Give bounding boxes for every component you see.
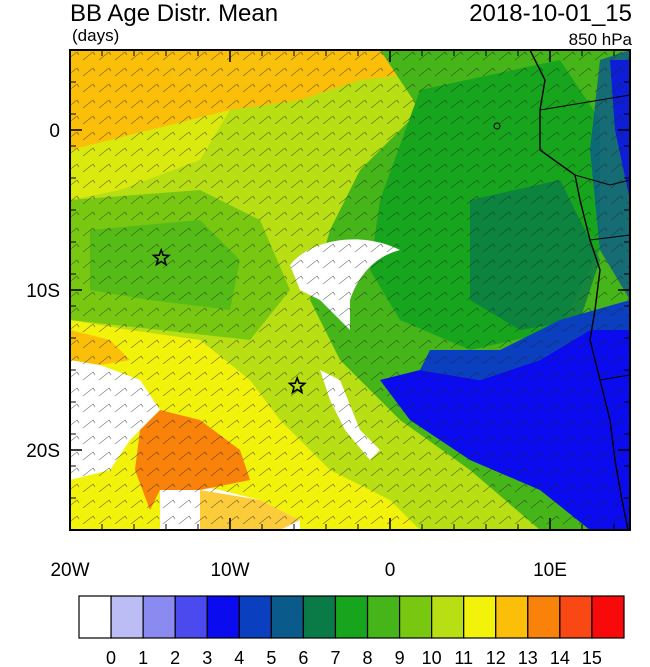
colorbar-label: 6 [298, 648, 308, 667]
y-tick-label: 10S [26, 281, 60, 302]
map-plot [70, 50, 630, 530]
star-markers [151, 247, 307, 395]
x-tick-label: 0 [385, 560, 396, 581]
axis-ticks: 20W 10W 0 10E 0 10S 20S [26, 49, 630, 581]
colorbar-label: 7 [330, 648, 340, 667]
colorbar-label: 8 [363, 648, 373, 667]
colorbar-label: 9 [395, 648, 405, 667]
colorbar-label: 3 [202, 648, 212, 667]
colorbar-label: 10 [422, 648, 442, 667]
colorbar-label: 14 [550, 648, 570, 667]
colorbar-swatch [270, 595, 305, 639]
colorbar-swatch [142, 595, 176, 639]
timestamp-label: 2018-10-01_15 [469, 0, 632, 27]
x-tick-label: 10W [210, 560, 249, 581]
colorbar-swatch [206, 595, 240, 639]
chart-title: BB Age Distr. Mean [70, 0, 279, 27]
colorbar-label: 0 [106, 648, 116, 667]
colorbar-label: 1 [138, 648, 148, 667]
colorbar-label: 5 [266, 648, 276, 667]
units-label: (days) [72, 26, 120, 45]
x-tick-label: 10E [533, 560, 567, 581]
colorbar-swatch [495, 595, 529, 639]
colorbar-swatch [463, 595, 497, 639]
colorbar-swatch [238, 595, 272, 639]
y-tick-label: 20S [26, 441, 60, 462]
colorbar-label: 2 [170, 648, 180, 667]
colorbar-swatch [302, 595, 337, 639]
colorbar-swatch [78, 595, 112, 639]
x-tick-label: 20W [50, 560, 89, 581]
star-marker-1 [151, 247, 171, 267]
colorbar-swatch [398, 595, 433, 639]
colorbar-label: 11 [454, 648, 473, 667]
colorbar-label: 12 [486, 648, 506, 667]
colorbar-label: 4 [234, 648, 244, 667]
colorbar-swatch [431, 595, 465, 639]
colorbar-swatch [527, 595, 561, 639]
y-tick-label: 0 [49, 121, 60, 142]
colorbar-swatch [110, 595, 144, 639]
colorbar-label: 13 [518, 648, 538, 667]
star-marker-2 [287, 375, 307, 395]
colorbar-swatch [591, 595, 625, 639]
colorbar-label: 15 [582, 648, 602, 667]
colorbar: 0 1 2 3 4 5 6 7 8 9 10 11 12 13 14 15 [78, 595, 625, 667]
colorbar-swatch [334, 595, 369, 639]
pressure-level-label: 850 hPa [568, 30, 632, 49]
colorbar-swatch [559, 595, 593, 639]
colorbar-swatch [366, 595, 401, 639]
colorbar-swatch [174, 595, 208, 639]
